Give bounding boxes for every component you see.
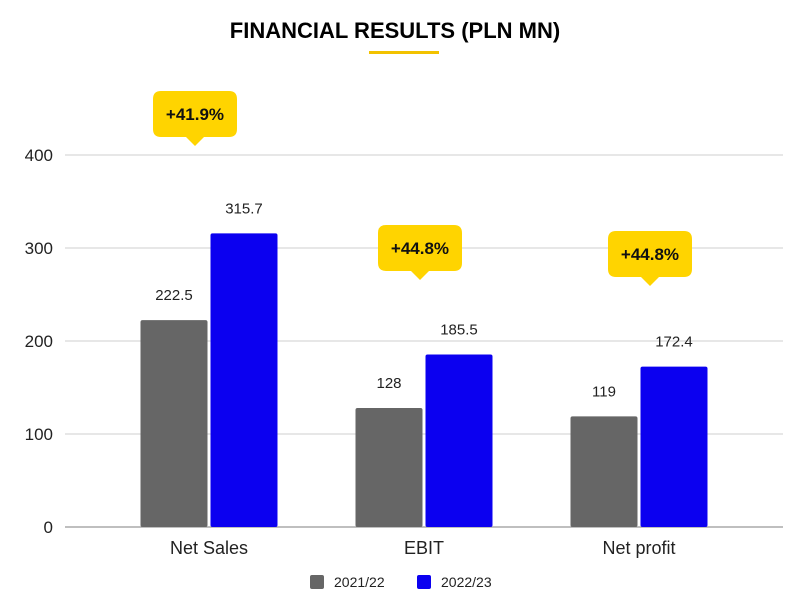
y-axis-ticks: 0 100 200 300 400 <box>25 146 53 537</box>
growth-callout: +44.8% <box>608 231 692 286</box>
callout-bubble <box>153 91 237 146</box>
growth-callouts: +41.9% +44.8% +44.8% <box>153 91 692 286</box>
callout-label: +44.8% <box>391 239 449 258</box>
bar-2021-22-net-sales <box>140 320 208 527</box>
data-label: 222.5 <box>155 287 193 304</box>
legend-swatch <box>310 575 324 589</box>
bar-2022-23-net-sales <box>210 233 278 528</box>
bar-2022-23-ebit <box>425 354 493 527</box>
data-label: 119 <box>592 383 616 400</box>
data-label: 172.4 <box>655 334 693 351</box>
data-label: 185.5 <box>440 321 478 338</box>
x-tick-label: EBIT <box>404 538 444 558</box>
title-underline <box>369 51 439 54</box>
legend-label: 2021/22 <box>334 574 385 590</box>
legend-item: 2021/22 <box>310 574 385 590</box>
legend-label: 2022/23 <box>441 574 492 590</box>
x-tick-label: Net profit <box>602 538 675 558</box>
legend-item: 2022/23 <box>417 574 492 590</box>
y-tick-label: 100 <box>25 425 53 444</box>
legend: 2021/22 2022/23 <box>310 574 492 590</box>
x-axis-labels: Net Sales EBIT Net profit <box>170 538 676 558</box>
chart-title: FINANCIAL RESULTS (PLN MN) <box>230 18 560 43</box>
bar-2021-22-ebit <box>355 407 423 527</box>
x-tick-label: Net Sales <box>170 538 248 558</box>
callout-bubble <box>608 231 692 286</box>
growth-callout: +44.8% <box>378 225 462 280</box>
y-tick-label: 0 <box>44 518 53 537</box>
y-tick-label: 400 <box>25 146 53 165</box>
data-labels: 222.5 128 119 315.7 185.5 172.4 <box>155 200 693 400</box>
callout-label: +41.9% <box>166 105 224 124</box>
legend-swatch <box>417 575 431 589</box>
y-tick-label: 200 <box>25 332 53 351</box>
data-label: 315.7 <box>225 200 263 217</box>
callout-bubble <box>378 225 462 280</box>
bars <box>140 233 708 528</box>
growth-callout: +41.9% <box>153 91 237 146</box>
data-label: 128 <box>376 375 401 392</box>
y-tick-label: 300 <box>25 239 53 258</box>
bar-2022-23-net-profit <box>640 366 708 527</box>
callout-label: +44.8% <box>621 245 679 264</box>
bar-2021-22-net-profit <box>570 416 638 527</box>
